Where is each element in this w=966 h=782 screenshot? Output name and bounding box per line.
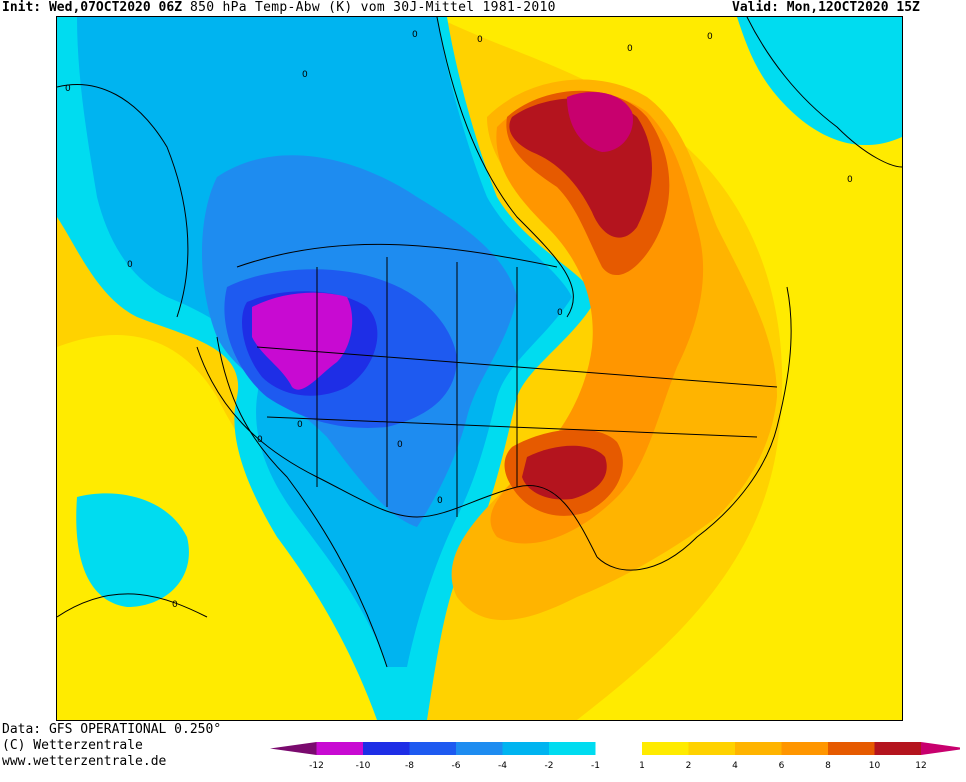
contour-line — [746, 17, 902, 168]
website-url: www.wetterzentrale.de — [2, 754, 167, 769]
legend-tick-label: 4 — [732, 761, 738, 771]
contour-labels: 0 0 0 0 0 0 0 0 0 0 0 0 0 0 — [65, 30, 853, 610]
contour-line — [436, 17, 574, 318]
cold-core-purple — [252, 292, 353, 390]
legend-color-box — [270, 742, 317, 755]
map-title: 850 hPa Temp-Abw (K) vom 30J-Mittel 1981… — [190, 0, 556, 15]
contour-label: 0 — [627, 44, 633, 54]
contour-label: 0 — [847, 175, 853, 185]
contour-label: 0 — [412, 30, 418, 40]
color-legend: -12 -10 -8 -6 -4 -2 -1 1 2 4 6 8 10 12 — [270, 742, 960, 771]
us-canada-border — [236, 243, 558, 268]
legend-color-box — [688, 742, 735, 755]
data-source: Data: GFS OPERATIONAL 0.250° — [2, 722, 222, 737]
legend-color-box — [874, 742, 921, 755]
contour-label: 0 — [302, 70, 308, 80]
valid-time: Valid: Mon,12OCT2020 15Z — [732, 0, 920, 16]
legend-tick-label: -2 — [545, 761, 554, 771]
legend-color-box — [363, 742, 410, 755]
map-canvas: 0 0 0 0 0 0 0 0 0 0 0 0 0 0 — [57, 17, 902, 720]
legend-color-box — [456, 742, 503, 755]
contour-label: 0 — [397, 440, 403, 450]
light-yellow-east — [437, 17, 902, 720]
contour-label: 0 — [437, 496, 443, 506]
init-time: Init: Wed,07OCT2020 06Z — [2, 0, 182, 16]
atlantic-gulf-coastline — [596, 286, 792, 571]
copyright: (C) Wetterzentrale — [2, 738, 143, 753]
contour-label: 0 — [297, 420, 303, 430]
legend-tick-label: -12 — [309, 761, 324, 771]
zero-contours — [57, 17, 902, 618]
legend-tick-label: 2 — [686, 761, 692, 771]
legend-color-box — [921, 742, 960, 755]
legend-color-box — [781, 742, 828, 755]
contour-label: 0 — [172, 600, 178, 610]
legend-tick-label: -6 — [452, 761, 461, 771]
legend-color-box — [502, 742, 549, 755]
valid-label: Valid: — [732, 0, 779, 15]
legend-tick-label: 10 — [869, 761, 881, 771]
legend-color-box — [828, 742, 875, 755]
legend-color-box — [595, 742, 642, 755]
legend-tick-label: -1 — [591, 761, 600, 771]
warm-core-red-south — [522, 445, 607, 500]
init-label: Init: — [2, 0, 42, 15]
valid-value: Mon,12OCT2020 15Z — [786, 0, 920, 15]
legend-tick-label: -4 — [498, 761, 507, 771]
warm-core-magenta — [567, 92, 633, 152]
init-value: Wed,07OCT2020 06Z — [48, 0, 183, 15]
political-borders — [196, 243, 792, 668]
legend-boxes — [270, 742, 960, 755]
legend-tick-label: -8 — [405, 761, 414, 771]
contour-label: 0 — [557, 308, 563, 318]
contour-label: 0 — [707, 32, 713, 42]
legend-tick-label: 1 — [639, 761, 645, 771]
legend-tick-label: 6 — [779, 761, 785, 771]
contour-label: 0 — [127, 260, 133, 270]
legend-color-box — [316, 742, 363, 755]
temperature-anomaly-map: 0 0 0 0 0 0 0 0 0 0 0 0 0 0 — [56, 16, 903, 721]
legend-tick-label: 8 — [825, 761, 831, 771]
contour-label: 0 — [65, 84, 71, 94]
legend-tick-label: -10 — [356, 761, 371, 771]
legend-color-box — [409, 742, 456, 755]
legend-color-box — [642, 742, 689, 755]
legend-tick-labels: -12 -10 -8 -6 -4 -2 -1 1 2 4 6 8 10 12 — [309, 761, 927, 771]
contour-line — [57, 84, 189, 318]
legend-color-box — [549, 742, 596, 755]
contour-line — [57, 593, 208, 618]
state-grid-lines — [256, 257, 778, 517]
pacific-cold-patch — [76, 493, 189, 607]
contour-label: 0 — [477, 35, 483, 45]
us-mexico-border — [196, 346, 598, 558]
light-yellow-southwest — [57, 335, 417, 720]
contour-label: 0 — [257, 435, 263, 445]
atlantic-cold-patch — [737, 17, 902, 146]
pacific-coastline — [216, 336, 388, 668]
legend-tick-label: 12 — [915, 761, 926, 771]
legend-color-box — [735, 742, 782, 755]
